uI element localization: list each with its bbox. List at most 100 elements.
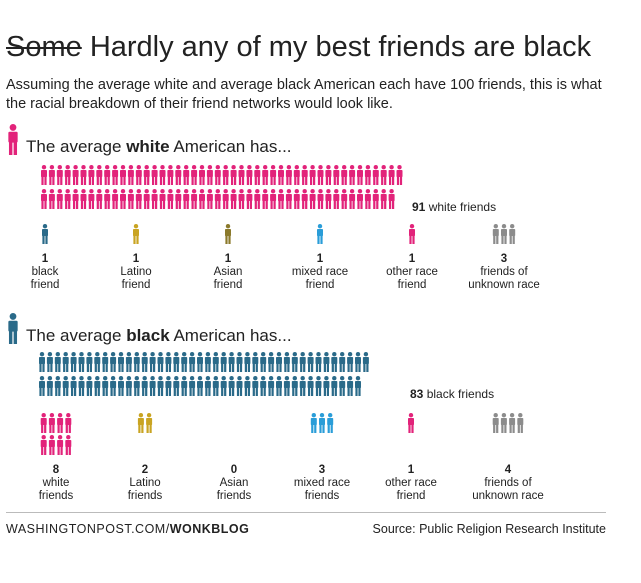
black-friend-icon: [291, 352, 298, 372]
black-american-icon: [8, 313, 18, 344]
white-friend-icon: [175, 165, 182, 185]
black-friend-icon: [165, 352, 172, 372]
friend-icon: [48, 435, 55, 455]
white-friend-icon: [135, 165, 142, 185]
white-friend-icon: [357, 189, 363, 209]
white-friend-icon: [246, 165, 253, 185]
black-friend-icon: [102, 376, 109, 396]
black-friend-icon: [197, 376, 203, 396]
black-friend-icon: [220, 352, 227, 372]
white-friend-icon: [309, 165, 316, 185]
black-friend-icon: [197, 352, 203, 372]
black-friend-icon: [268, 376, 275, 396]
white-friend-icon: [230, 189, 237, 209]
friend-icon: [57, 435, 64, 455]
category-count: 1: [41, 253, 49, 265]
category-line1: Latino: [129, 477, 161, 489]
black-friend-icon: [78, 352, 85, 372]
main-count-text: white friends: [428, 200, 497, 214]
black-friend-icon: [189, 376, 196, 396]
category-label: 2 Latino friends: [100, 464, 190, 503]
black-friend-icon: [157, 376, 164, 396]
black-friend-icon: [133, 352, 140, 372]
black-friend-icon: [236, 376, 243, 396]
category-count: 1: [407, 464, 415, 476]
white-american-icon: [8, 124, 18, 155]
white-friend-icon: [80, 165, 87, 185]
white-friend-icon: [191, 165, 198, 185]
white-friend-icon: [333, 189, 340, 209]
heading-suffix: American has...: [169, 326, 292, 345]
white-friend-icon: [364, 189, 371, 209]
black-friend-icon: [133, 376, 140, 396]
category-count: 4: [504, 464, 512, 476]
category-label: 1 Asian friend: [183, 253, 273, 292]
black-friend-icon: [228, 352, 235, 372]
white-friend-icon: [254, 189, 261, 209]
footer-divider: [6, 512, 606, 513]
white-friend-icon: [96, 189, 103, 209]
white-friend-icon: [301, 165, 308, 185]
white-friend-icon: [167, 165, 174, 185]
white-friend-icon: [88, 189, 95, 209]
white-friend-icon: [199, 189, 205, 209]
white-friend-icon: [278, 165, 284, 185]
black-friend-icon: [355, 376, 361, 396]
friend-icon: [48, 413, 55, 433]
white-friend-icon: [41, 165, 47, 185]
white-friend-icon: [56, 165, 63, 185]
section-heading-white: The average white American has...: [26, 137, 292, 157]
white-friend-icon: [285, 165, 292, 185]
heading-bold: black: [126, 326, 170, 345]
category-count: 8: [52, 464, 60, 476]
black-friend-icon: [86, 376, 93, 396]
black-friend-icon: [46, 352, 53, 372]
white-friend-icon: [183, 165, 190, 185]
white-friend-icon: [357, 165, 363, 185]
black-friend-icon: [299, 352, 306, 372]
white-friend-icon: [72, 165, 79, 185]
black-friend-icon: [228, 376, 235, 396]
category-label: 1 Latino friend: [91, 253, 181, 292]
friend-icon: [319, 413, 325, 433]
category-line2: friends: [38, 490, 74, 502]
friend-icon: [65, 413, 72, 433]
black-friend-icon: [39, 376, 45, 396]
friend-icon: [310, 413, 317, 433]
friend-icon: [146, 413, 153, 433]
black-friend-icon: [118, 376, 124, 396]
category-count: 0: [230, 464, 238, 476]
white-friend-icon: [135, 189, 142, 209]
white-friend-icon: [309, 189, 316, 209]
footer-site: WASHINGTONPOST.COM/: [6, 522, 170, 536]
black-friend-icon: [347, 376, 354, 396]
white-friend-icon: [238, 165, 245, 185]
main-count-label-black: 83 black friends: [410, 387, 494, 401]
black-friend-icon: [189, 352, 196, 372]
black-friend-icon: [110, 352, 117, 372]
category-line1: mixed race: [293, 477, 351, 489]
white-friend-icon: [143, 189, 150, 209]
white-friend-icon: [262, 189, 269, 209]
black-friend-icon: [283, 376, 290, 396]
black-friend-icon: [283, 352, 290, 372]
heading-suffix: American has...: [169, 137, 292, 156]
black-friend-icon: [252, 376, 259, 396]
white-friend-icon: [388, 165, 395, 185]
black-friend-icon: [173, 376, 180, 396]
black-friend-icon: [244, 352, 251, 372]
white-friend-icon: [56, 189, 63, 209]
white-friend-icon: [112, 189, 119, 209]
white-friend-icon: [167, 189, 174, 209]
title-struck-word: Some: [6, 31, 82, 63]
black-friend-icon: [307, 376, 314, 396]
black-friend-icon: [331, 352, 338, 372]
black-friend-icon: [102, 352, 109, 372]
white-friend-icon: [388, 189, 395, 209]
black-friend-icon: [78, 376, 85, 396]
friend-icon: [492, 413, 499, 433]
white-friend-icon: [206, 165, 213, 185]
white-friend-icon: [64, 189, 71, 209]
white-friend-icon: [222, 189, 229, 209]
black-friend-icon: [362, 352, 369, 372]
